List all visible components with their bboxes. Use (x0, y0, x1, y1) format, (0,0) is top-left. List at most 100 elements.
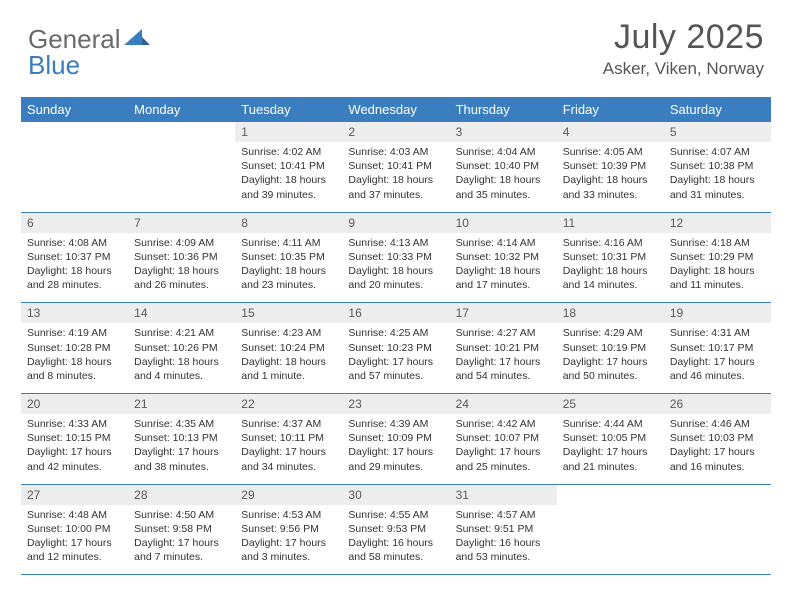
day-header-mon: Monday (128, 97, 235, 122)
day-number: 27 (21, 485, 128, 505)
day-content: Sunrise: 4:14 AMSunset: 10:32 PMDaylight… (450, 233, 557, 303)
day-content: Sunrise: 4:25 AMSunset: 10:23 PMDaylight… (342, 323, 449, 393)
sunset-text: Sunset: 10:28 PM (27, 341, 122, 355)
daylight-text: Daylight: 17 hours and 50 minutes. (563, 355, 658, 383)
calendar: Sunday Monday Tuesday Wednesday Thursday… (21, 97, 771, 575)
day-number: 17 (450, 303, 557, 323)
daylight-text: Daylight: 17 hours and 7 minutes. (134, 536, 229, 564)
day-number: 12 (664, 213, 771, 233)
daylight-text: Daylight: 18 hours and 26 minutes. (134, 264, 229, 292)
day-number: 5 (664, 122, 771, 142)
daylight-text: Daylight: 18 hours and 28 minutes. (27, 264, 122, 292)
day-header-fri: Friday (557, 97, 664, 122)
calendar-cell: 16Sunrise: 4:25 AMSunset: 10:23 PMDaylig… (342, 303, 449, 393)
sunrise-text: Sunrise: 4:50 AM (134, 508, 229, 522)
day-number: 25 (557, 394, 664, 414)
calendar-cell (557, 485, 664, 575)
day-content: Sunrise: 4:16 AMSunset: 10:31 PMDaylight… (557, 233, 664, 303)
sunset-text: Sunset: 10:17 PM (670, 341, 765, 355)
sunset-text: Sunset: 10:23 PM (348, 341, 443, 355)
sunset-text: Sunset: 10:09 PM (348, 431, 443, 445)
sunset-text: Sunset: 10:21 PM (456, 341, 551, 355)
calendar-cell: 29Sunrise: 4:53 AMSunset: 9:56 PMDayligh… (235, 485, 342, 575)
daylight-text: Daylight: 17 hours and 21 minutes. (563, 445, 658, 473)
sunrise-text: Sunrise: 4:04 AM (456, 145, 551, 159)
calendar-cell: 17Sunrise: 4:27 AMSunset: 10:21 PMDaylig… (450, 303, 557, 393)
calendar-cell: 10Sunrise: 4:14 AMSunset: 10:32 PMDaylig… (450, 213, 557, 303)
daylight-text: Daylight: 17 hours and 29 minutes. (348, 445, 443, 473)
sunrise-text: Sunrise: 4:09 AM (134, 236, 229, 250)
calendar-cell: 15Sunrise: 4:23 AMSunset: 10:24 PMDaylig… (235, 303, 342, 393)
calendar-cell: 21Sunrise: 4:35 AMSunset: 10:13 PMDaylig… (128, 394, 235, 484)
calendar-row: 27Sunrise: 4:48 AMSunset: 10:00 PMDaylig… (21, 485, 771, 576)
sunrise-text: Sunrise: 4:29 AM (563, 326, 658, 340)
day-content: Sunrise: 4:18 AMSunset: 10:29 PMDaylight… (664, 233, 771, 303)
daylight-text: Daylight: 17 hours and 54 minutes. (456, 355, 551, 383)
calendar-cell: 24Sunrise: 4:42 AMSunset: 10:07 PMDaylig… (450, 394, 557, 484)
sunset-text: Sunset: 10:15 PM (27, 431, 122, 445)
day-content: Sunrise: 4:05 AMSunset: 10:39 PMDaylight… (557, 142, 664, 212)
day-content: Sunrise: 4:19 AMSunset: 10:28 PMDaylight… (21, 323, 128, 393)
day-number: 21 (128, 394, 235, 414)
day-number: 22 (235, 394, 342, 414)
calendar-cell: 28Sunrise: 4:50 AMSunset: 9:58 PMDayligh… (128, 485, 235, 575)
day-number: 31 (450, 485, 557, 505)
sunset-text: Sunset: 10:13 PM (134, 431, 229, 445)
sunrise-text: Sunrise: 4:08 AM (27, 236, 122, 250)
day-content: Sunrise: 4:11 AMSunset: 10:35 PMDaylight… (235, 233, 342, 303)
sunrise-text: Sunrise: 4:05 AM (563, 145, 658, 159)
calendar-header-row: Sunday Monday Tuesday Wednesday Thursday… (21, 97, 771, 122)
calendar-row: 20Sunrise: 4:33 AMSunset: 10:15 PMDaylig… (21, 394, 771, 485)
daylight-text: Daylight: 17 hours and 3 minutes. (241, 536, 336, 564)
sunrise-text: Sunrise: 4:03 AM (348, 145, 443, 159)
day-content: Sunrise: 4:33 AMSunset: 10:15 PMDaylight… (21, 414, 128, 484)
day-number: 9 (342, 213, 449, 233)
calendar-cell: 8Sunrise: 4:11 AMSunset: 10:35 PMDayligh… (235, 213, 342, 303)
day-number: 14 (128, 303, 235, 323)
sunrise-text: Sunrise: 4:18 AM (670, 236, 765, 250)
sunset-text: Sunset: 10:39 PM (563, 159, 658, 173)
calendar-cell: 11Sunrise: 4:16 AMSunset: 10:31 PMDaylig… (557, 213, 664, 303)
day-number: 19 (664, 303, 771, 323)
day-content: Sunrise: 4:07 AMSunset: 10:38 PMDaylight… (664, 142, 771, 212)
day-number: 24 (450, 394, 557, 414)
daylight-text: Daylight: 17 hours and 12 minutes. (27, 536, 122, 564)
calendar-cell: 13Sunrise: 4:19 AMSunset: 10:28 PMDaylig… (21, 303, 128, 393)
daylight-text: Daylight: 18 hours and 35 minutes. (456, 173, 551, 201)
daylight-text: Daylight: 18 hours and 23 minutes. (241, 264, 336, 292)
sunset-text: Sunset: 10:40 PM (456, 159, 551, 173)
sunset-text: Sunset: 10:26 PM (134, 341, 229, 355)
day-number: 23 (342, 394, 449, 414)
location-text: Asker, Viken, Norway (603, 59, 764, 79)
sunset-text: Sunset: 10:19 PM (563, 341, 658, 355)
daylight-text: Daylight: 17 hours and 38 minutes. (134, 445, 229, 473)
daylight-text: Daylight: 18 hours and 33 minutes. (563, 173, 658, 201)
calendar-cell: 25Sunrise: 4:44 AMSunset: 10:05 PMDaylig… (557, 394, 664, 484)
daylight-text: Daylight: 18 hours and 31 minutes. (670, 173, 765, 201)
day-content: Sunrise: 4:37 AMSunset: 10:11 PMDaylight… (235, 414, 342, 484)
sunrise-text: Sunrise: 4:39 AM (348, 417, 443, 431)
day-header-sun: Sunday (21, 97, 128, 122)
calendar-cell: 7Sunrise: 4:09 AMSunset: 10:36 PMDayligh… (128, 213, 235, 303)
calendar-cell: 9Sunrise: 4:13 AMSunset: 10:33 PMDayligh… (342, 213, 449, 303)
day-content: Sunrise: 4:29 AMSunset: 10:19 PMDaylight… (557, 323, 664, 393)
sunrise-text: Sunrise: 4:44 AM (563, 417, 658, 431)
day-content: Sunrise: 4:13 AMSunset: 10:33 PMDaylight… (342, 233, 449, 303)
sunset-text: Sunset: 10:29 PM (670, 250, 765, 264)
sunset-text: Sunset: 10:41 PM (241, 159, 336, 173)
daylight-text: Daylight: 18 hours and 11 minutes. (670, 264, 765, 292)
calendar-cell: 2Sunrise: 4:03 AMSunset: 10:41 PMDayligh… (342, 122, 449, 212)
sunrise-text: Sunrise: 4:11 AM (241, 236, 336, 250)
day-header-sat: Saturday (664, 97, 771, 122)
sunset-text: Sunset: 10:36 PM (134, 250, 229, 264)
calendar-cell: 27Sunrise: 4:48 AMSunset: 10:00 PMDaylig… (21, 485, 128, 575)
day-number: 28 (128, 485, 235, 505)
day-content: Sunrise: 4:44 AMSunset: 10:05 PMDaylight… (557, 414, 664, 484)
day-content: Sunrise: 4:27 AMSunset: 10:21 PMDaylight… (450, 323, 557, 393)
sunrise-text: Sunrise: 4:33 AM (27, 417, 122, 431)
sunrise-text: Sunrise: 4:53 AM (241, 508, 336, 522)
sunrise-text: Sunrise: 4:46 AM (670, 417, 765, 431)
sunrise-text: Sunrise: 4:31 AM (670, 326, 765, 340)
calendar-cell: 20Sunrise: 4:33 AMSunset: 10:15 PMDaylig… (21, 394, 128, 484)
sunrise-text: Sunrise: 4:27 AM (456, 326, 551, 340)
